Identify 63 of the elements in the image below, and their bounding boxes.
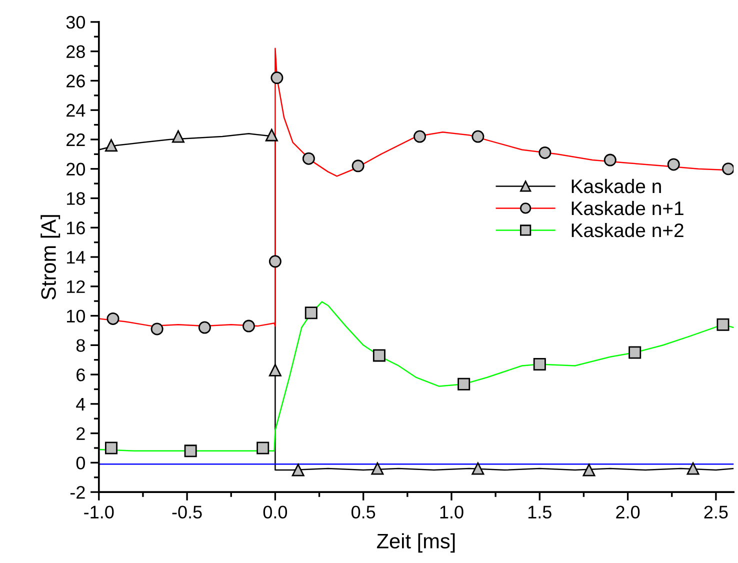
x-tick-label: -1.0 xyxy=(84,506,114,519)
point xyxy=(667,158,680,171)
point xyxy=(104,139,118,152)
point xyxy=(270,72,284,84)
y-tick-label: 8 xyxy=(76,339,85,352)
y-tick-label: 30 xyxy=(66,16,85,29)
point xyxy=(265,128,278,142)
point xyxy=(472,130,484,143)
point xyxy=(198,321,211,334)
x-tick-label: 1.5 xyxy=(528,506,552,519)
point xyxy=(538,146,552,159)
point xyxy=(256,442,270,454)
y-tick-label: 28 xyxy=(66,45,85,58)
point xyxy=(268,255,282,268)
x-tick-label: -0.5 xyxy=(172,506,202,519)
line-series xyxy=(98,301,734,452)
point xyxy=(106,312,120,325)
y-axis-title: Strom [A] xyxy=(40,215,60,300)
x-tick-label: 2.0 xyxy=(616,506,640,519)
x-axis-title: Zeit [ms] xyxy=(376,533,455,553)
y-tick-label: 0 xyxy=(76,456,85,470)
point xyxy=(172,130,184,143)
y-tick-label: 16 xyxy=(66,222,85,234)
legend-label: Kaskade n+1 xyxy=(572,200,684,216)
x-tick-label: 0.5 xyxy=(352,506,376,519)
point xyxy=(604,154,616,166)
x-tick-label: 0.0 xyxy=(263,506,288,519)
point xyxy=(292,464,304,476)
legend-label: Kaskade n xyxy=(572,178,661,194)
y-tick-label: 4 xyxy=(76,398,86,410)
y-tick-label: 12 xyxy=(66,280,85,293)
point xyxy=(716,318,730,331)
point xyxy=(104,442,118,454)
y-tick-label: 18 xyxy=(66,192,85,205)
point xyxy=(686,462,700,475)
point xyxy=(628,346,642,359)
x-tick-label: 1.0 xyxy=(440,506,464,519)
point xyxy=(184,444,197,458)
point xyxy=(304,306,318,320)
y-tick-label: 6 xyxy=(76,368,85,382)
y-tick-label: 2 xyxy=(76,427,85,440)
x-tick-label: 2.5 xyxy=(704,506,728,519)
point xyxy=(371,462,384,475)
legend-label: Kaskade n+2 xyxy=(572,222,684,238)
point xyxy=(533,358,546,371)
point xyxy=(414,130,426,143)
point xyxy=(302,152,315,165)
y-tick-label: 20 xyxy=(66,162,85,176)
point xyxy=(458,378,470,390)
point xyxy=(268,364,282,376)
point xyxy=(472,462,484,475)
point xyxy=(722,162,734,176)
y-tick-label: 24 xyxy=(66,104,86,117)
y-tick-label: 14 xyxy=(66,251,86,264)
point xyxy=(242,320,255,332)
y-tick-label: -2 xyxy=(70,486,85,499)
point xyxy=(582,464,596,476)
y-tick-label: 22 xyxy=(66,133,85,146)
point xyxy=(150,322,164,336)
y-tick-label: 26 xyxy=(66,74,85,88)
point xyxy=(372,349,386,362)
y-tick-label: 10 xyxy=(66,310,85,322)
point xyxy=(352,160,364,172)
